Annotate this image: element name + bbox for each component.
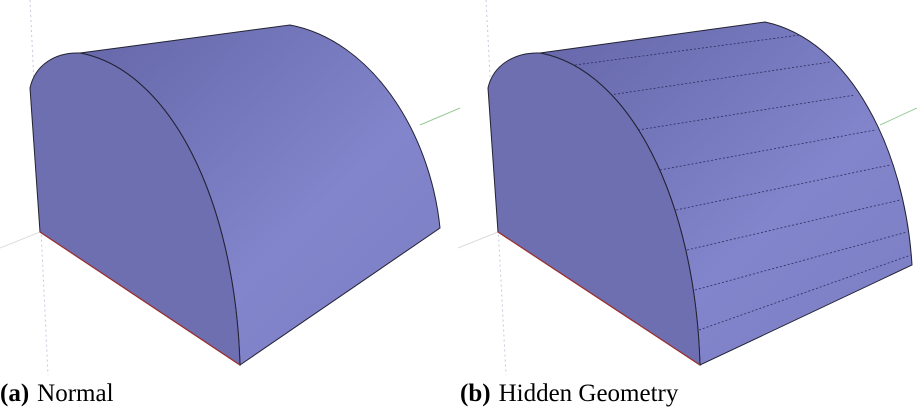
panel-a-render <box>0 0 460 375</box>
caption-a: (a) Normal <box>0 380 114 408</box>
renders <box>0 0 917 375</box>
axis-green <box>420 108 460 125</box>
panel-b-render <box>458 0 917 375</box>
caption-label: (b) <box>460 380 491 407</box>
figure: (a)Normal (b)Hidden Geometry (() => { co… <box>0 0 917 416</box>
caption-label: (a) <box>0 380 29 407</box>
caption-text: Hidden Geometry <box>499 380 679 407</box>
axis-grey <box>0 232 40 248</box>
caption-b: (b) Hidden Geometry <box>460 380 678 408</box>
axis-green <box>880 108 917 125</box>
axis-grey <box>458 232 498 248</box>
caption-text: Normal <box>37 380 113 407</box>
